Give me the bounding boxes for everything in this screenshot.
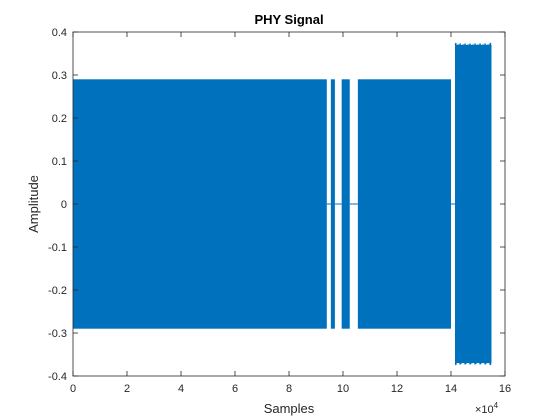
y-tick-label-8: 0.4 bbox=[52, 27, 67, 39]
burst-lower-envelope bbox=[454, 359, 492, 366]
signal-series bbox=[73, 42, 492, 366]
x-tick-label-3: 6 bbox=[232, 383, 238, 395]
x-tick-label-6: 12 bbox=[391, 383, 403, 395]
y-tick-label-7: 0.3 bbox=[52, 70, 67, 82]
x-exponent-power: 4 bbox=[494, 401, 499, 410]
x-tick-label-4: 8 bbox=[286, 383, 292, 395]
signal-segment-2 bbox=[341, 79, 350, 329]
x-exponent-label: ×104 bbox=[475, 401, 499, 416]
y-tick-label-5: 0.1 bbox=[52, 156, 67, 168]
x-tick-label-5: 10 bbox=[337, 383, 349, 395]
chart-title: PHY Signal bbox=[254, 12, 323, 27]
y-axis-label: Amplitude bbox=[26, 175, 41, 233]
y-tick-label-2: -0.2 bbox=[48, 285, 67, 297]
y-tick-label-4: 0 bbox=[61, 199, 67, 211]
x-axis-label: Samples bbox=[264, 401, 315, 416]
ticks: 0 2 4 6 8 10 12 14 16 -0.4 -0.3 -0.2 -0.1 0 0.1 0.2 0.3 0… bbox=[48, 27, 511, 395]
x-tick-label-1: 2 bbox=[124, 383, 130, 395]
signal-segment-3 bbox=[357, 79, 451, 329]
x-tick-label-8: 16 bbox=[499, 383, 511, 395]
x-tick-label-7: 14 bbox=[445, 383, 457, 395]
x-tick-label-2: 4 bbox=[178, 383, 184, 395]
signal-segment-4 bbox=[455, 44, 492, 364]
x-tick-label-0: 0 bbox=[70, 383, 76, 395]
y-tick-label-6: 0.2 bbox=[52, 113, 67, 125]
y-tick-label-1: -0.3 bbox=[48, 328, 67, 340]
burst-upper-envelope bbox=[454, 42, 492, 49]
y-tick-label-3: -0.1 bbox=[48, 242, 67, 254]
signal-segment-0 bbox=[73, 79, 327, 329]
signal-segment-1 bbox=[330, 79, 335, 329]
y-tick-label-0: -0.4 bbox=[48, 371, 67, 383]
x-exponent-base: ×10 bbox=[475, 404, 494, 416]
